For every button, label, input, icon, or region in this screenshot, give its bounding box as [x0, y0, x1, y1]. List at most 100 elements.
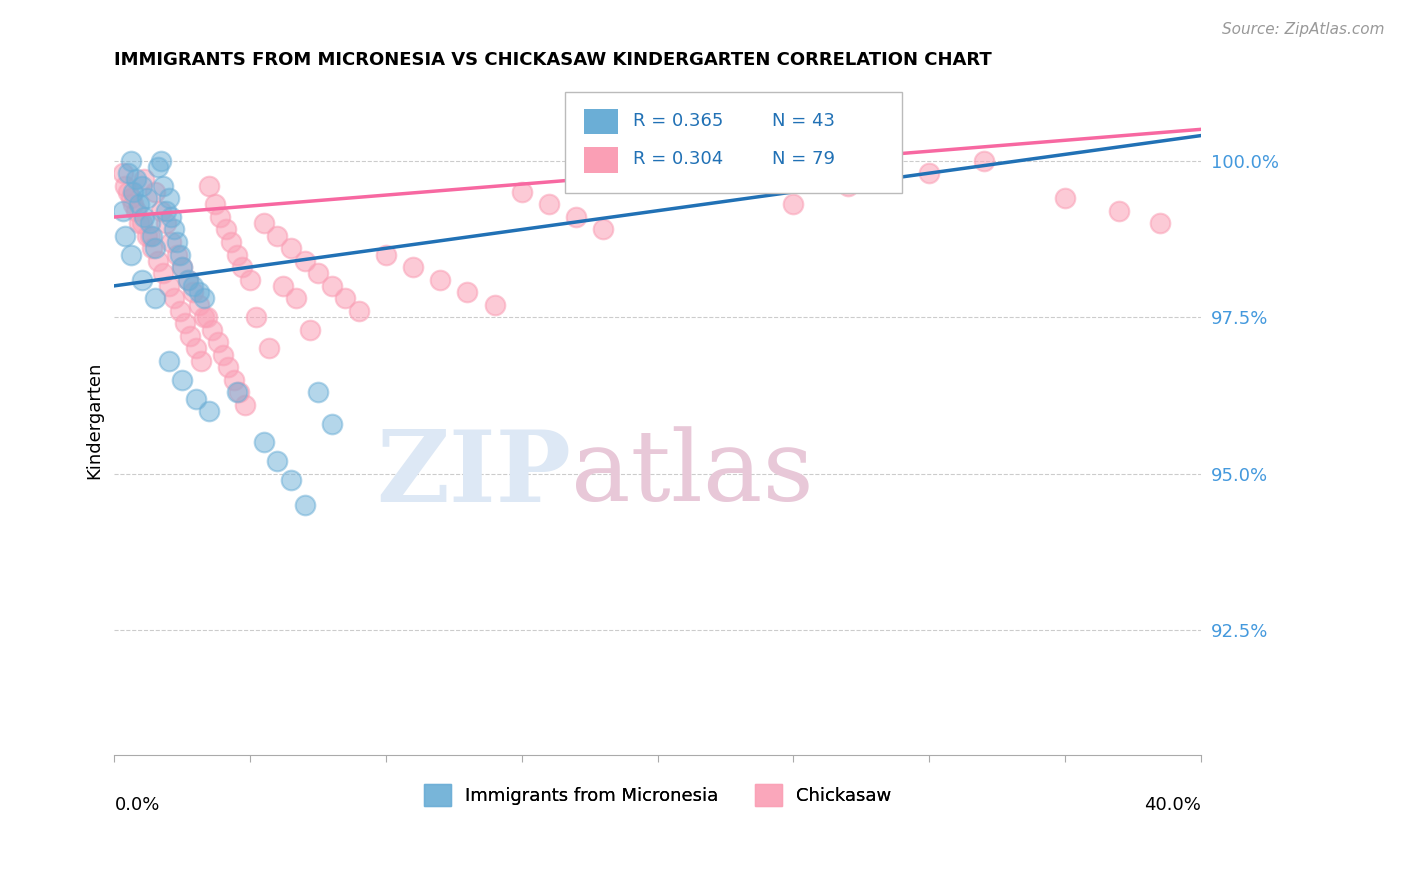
Text: N = 79: N = 79 [772, 150, 835, 169]
FancyBboxPatch shape [565, 92, 903, 193]
Point [201, 323, 224, 337]
Point [204, 197, 226, 211]
Point [131, 178, 153, 193]
Point [120, 191, 142, 205]
Point [307, 266, 329, 280]
Point [120, 153, 142, 168]
Point [837, 178, 859, 193]
Point [207, 335, 229, 350]
Point [152, 178, 174, 193]
Point [219, 235, 242, 249]
Point [160, 210, 183, 224]
Point [918, 166, 941, 180]
Point [146, 253, 169, 268]
Point [155, 203, 177, 218]
Y-axis label: Kindergarten: Kindergarten [86, 362, 103, 479]
Point [253, 435, 276, 450]
Point [136, 191, 159, 205]
Point [143, 185, 166, 199]
Point [177, 272, 200, 286]
Point [298, 323, 321, 337]
Point [537, 197, 560, 211]
Point [177, 272, 200, 286]
Point [456, 285, 478, 299]
Point [125, 172, 148, 186]
Point [134, 172, 156, 186]
Point [138, 216, 160, 230]
Point [117, 185, 139, 199]
FancyBboxPatch shape [583, 109, 619, 135]
Point [335, 291, 357, 305]
Point [174, 317, 197, 331]
Point [111, 166, 134, 180]
Point [782, 135, 804, 149]
Point [172, 260, 194, 274]
Point [233, 398, 256, 412]
Point [166, 247, 188, 261]
Point [152, 266, 174, 280]
Point [157, 191, 180, 205]
Point [111, 203, 134, 218]
Point [294, 253, 316, 268]
Point [510, 185, 533, 199]
Point [266, 454, 288, 468]
Point [169, 304, 191, 318]
Point [169, 247, 191, 261]
Point [166, 235, 188, 249]
Point [1108, 203, 1130, 218]
Point [1149, 216, 1171, 230]
Point [647, 153, 669, 168]
Point [155, 216, 177, 230]
Point [212, 348, 235, 362]
Point [280, 473, 302, 487]
FancyBboxPatch shape [583, 147, 619, 172]
Point [122, 185, 145, 199]
Point [114, 178, 136, 193]
Text: IMMIGRANTS FROM MICRONESIA VS CHICKASAW KINDERGARTEN CORRELATION CHART: IMMIGRANTS FROM MICRONESIA VS CHICKASAW … [114, 51, 993, 69]
Point [181, 278, 204, 293]
Point [266, 228, 288, 243]
Point [157, 278, 180, 293]
Point [117, 166, 139, 180]
Point [619, 172, 641, 186]
Point [184, 392, 207, 406]
Point [184, 342, 207, 356]
Point [375, 247, 398, 261]
Point [120, 247, 142, 261]
Point [347, 304, 370, 318]
Point [225, 385, 247, 400]
Point [122, 197, 145, 211]
Point [141, 228, 163, 243]
Point [141, 241, 163, 255]
Text: 0.0%: 0.0% [114, 796, 160, 814]
Point [565, 210, 588, 224]
Point [215, 222, 238, 236]
Point [172, 373, 194, 387]
Point [149, 153, 172, 168]
Point [592, 222, 614, 236]
Point [134, 210, 156, 224]
Point [198, 404, 221, 418]
Point [280, 241, 302, 255]
Point [131, 272, 153, 286]
Point [1053, 191, 1076, 205]
Point [136, 228, 159, 243]
Point [131, 216, 153, 230]
Point [209, 210, 232, 224]
Point [973, 153, 995, 168]
Point [179, 329, 201, 343]
Point [114, 228, 136, 243]
Legend: Immigrants from Micronesia, Chickasaw: Immigrants from Micronesia, Chickasaw [416, 777, 898, 814]
Point [143, 241, 166, 255]
Point [321, 417, 343, 431]
Point [190, 354, 212, 368]
Point [187, 298, 209, 312]
Point [239, 272, 262, 286]
Point [253, 216, 276, 230]
Point [193, 310, 215, 325]
Point [195, 310, 218, 325]
Point [231, 260, 253, 274]
Text: N = 43: N = 43 [772, 112, 835, 130]
Text: R = 0.304: R = 0.304 [633, 150, 723, 169]
Text: atlas: atlas [571, 426, 814, 522]
